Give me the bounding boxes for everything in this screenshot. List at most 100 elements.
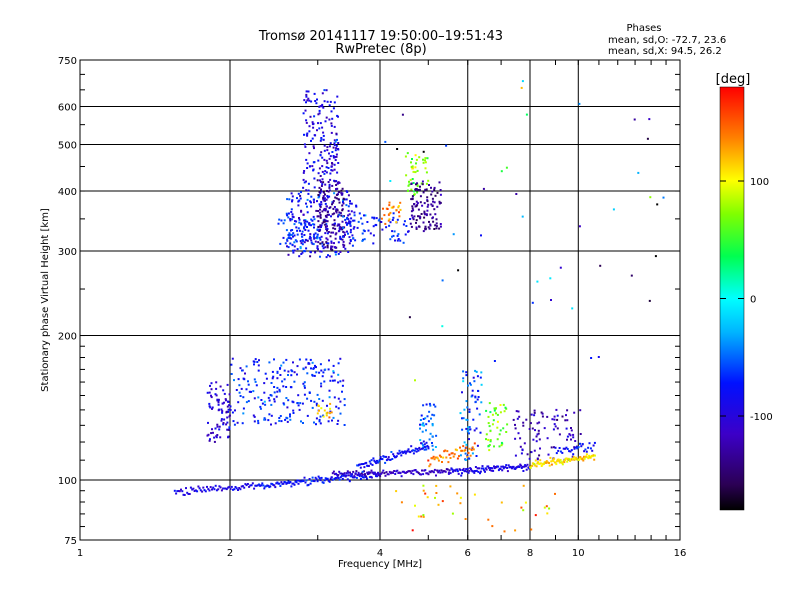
data-point <box>433 414 436 417</box>
data-point <box>279 415 282 417</box>
data-point <box>339 235 342 238</box>
data-point <box>421 469 423 472</box>
data-point <box>551 418 554 421</box>
data-point <box>313 218 316 221</box>
data-point <box>360 463 363 466</box>
data-point <box>221 410 224 413</box>
data-point <box>404 155 407 158</box>
data-point <box>253 415 256 418</box>
data-point <box>432 220 435 223</box>
data-point <box>280 219 283 222</box>
data-point <box>300 420 302 423</box>
data-point <box>336 473 339 476</box>
data-point <box>369 462 372 465</box>
data-point <box>334 159 337 161</box>
data-point <box>340 214 343 217</box>
data-point <box>307 90 310 93</box>
data-point <box>587 446 590 449</box>
data-point <box>536 280 539 283</box>
data-point <box>421 204 424 207</box>
data-point <box>334 251 337 254</box>
data-point <box>654 255 657 258</box>
data-point <box>311 476 314 479</box>
data-point <box>394 473 397 475</box>
data-point <box>426 209 429 212</box>
data-point <box>325 414 328 417</box>
data-point <box>559 266 562 269</box>
data-point <box>341 208 344 211</box>
data-point <box>333 142 336 145</box>
data-point <box>349 202 352 205</box>
data-point <box>297 204 300 207</box>
data-point <box>491 423 494 426</box>
data-point <box>420 515 423 518</box>
data-point <box>348 242 351 245</box>
data-point <box>229 405 232 408</box>
data-point <box>382 207 384 210</box>
data-point <box>496 420 499 423</box>
data-point <box>483 469 486 472</box>
data-point <box>210 388 213 391</box>
data-point <box>305 202 307 205</box>
data-point <box>416 169 419 172</box>
data-point <box>321 242 324 245</box>
data-point <box>339 212 342 215</box>
data-point <box>252 414 255 417</box>
data-point <box>207 421 209 424</box>
data-point <box>235 487 238 490</box>
data-point <box>421 430 424 433</box>
data-point <box>303 393 306 396</box>
data-point <box>556 418 559 421</box>
data-point <box>414 447 417 450</box>
data-point <box>307 483 310 486</box>
data-point <box>561 463 564 466</box>
data-point <box>511 467 513 470</box>
data-point <box>507 464 510 467</box>
data-point <box>570 427 572 429</box>
data-point <box>462 445 465 448</box>
data-point <box>403 471 406 474</box>
data-point <box>306 397 309 400</box>
data-point <box>310 241 313 244</box>
data-point <box>323 144 326 147</box>
data-point <box>525 113 528 116</box>
data-point <box>217 488 220 491</box>
data-point <box>297 394 300 397</box>
data-point <box>347 232 349 235</box>
data-point <box>304 229 307 231</box>
data-point <box>328 104 331 107</box>
data-point <box>206 434 209 437</box>
data-point <box>313 400 316 403</box>
data-point <box>333 192 336 195</box>
data-point <box>188 493 191 495</box>
data-point <box>309 233 312 236</box>
data-point <box>267 419 270 422</box>
data-point <box>464 470 467 472</box>
data-point <box>310 367 312 370</box>
data-point <box>360 472 363 475</box>
data-point <box>381 228 384 231</box>
data-point <box>488 444 491 446</box>
data-point <box>280 481 283 484</box>
data-point <box>454 469 457 472</box>
data-point <box>230 363 233 366</box>
data-point <box>317 113 320 116</box>
data-point <box>534 429 536 432</box>
data-point <box>434 496 436 499</box>
data-point <box>316 200 318 203</box>
data-point <box>278 419 281 422</box>
data-point <box>434 456 437 459</box>
data-point <box>297 192 300 195</box>
data-point <box>425 472 428 475</box>
data-point <box>206 485 208 488</box>
data-point <box>341 238 344 241</box>
data-point <box>325 171 328 174</box>
data-point <box>522 484 525 487</box>
data-point <box>312 198 315 201</box>
data-point <box>333 379 336 382</box>
data-point <box>440 455 442 458</box>
data-point <box>419 195 422 198</box>
data-point <box>310 399 313 402</box>
data-point <box>553 457 556 460</box>
data-point <box>473 442 476 445</box>
